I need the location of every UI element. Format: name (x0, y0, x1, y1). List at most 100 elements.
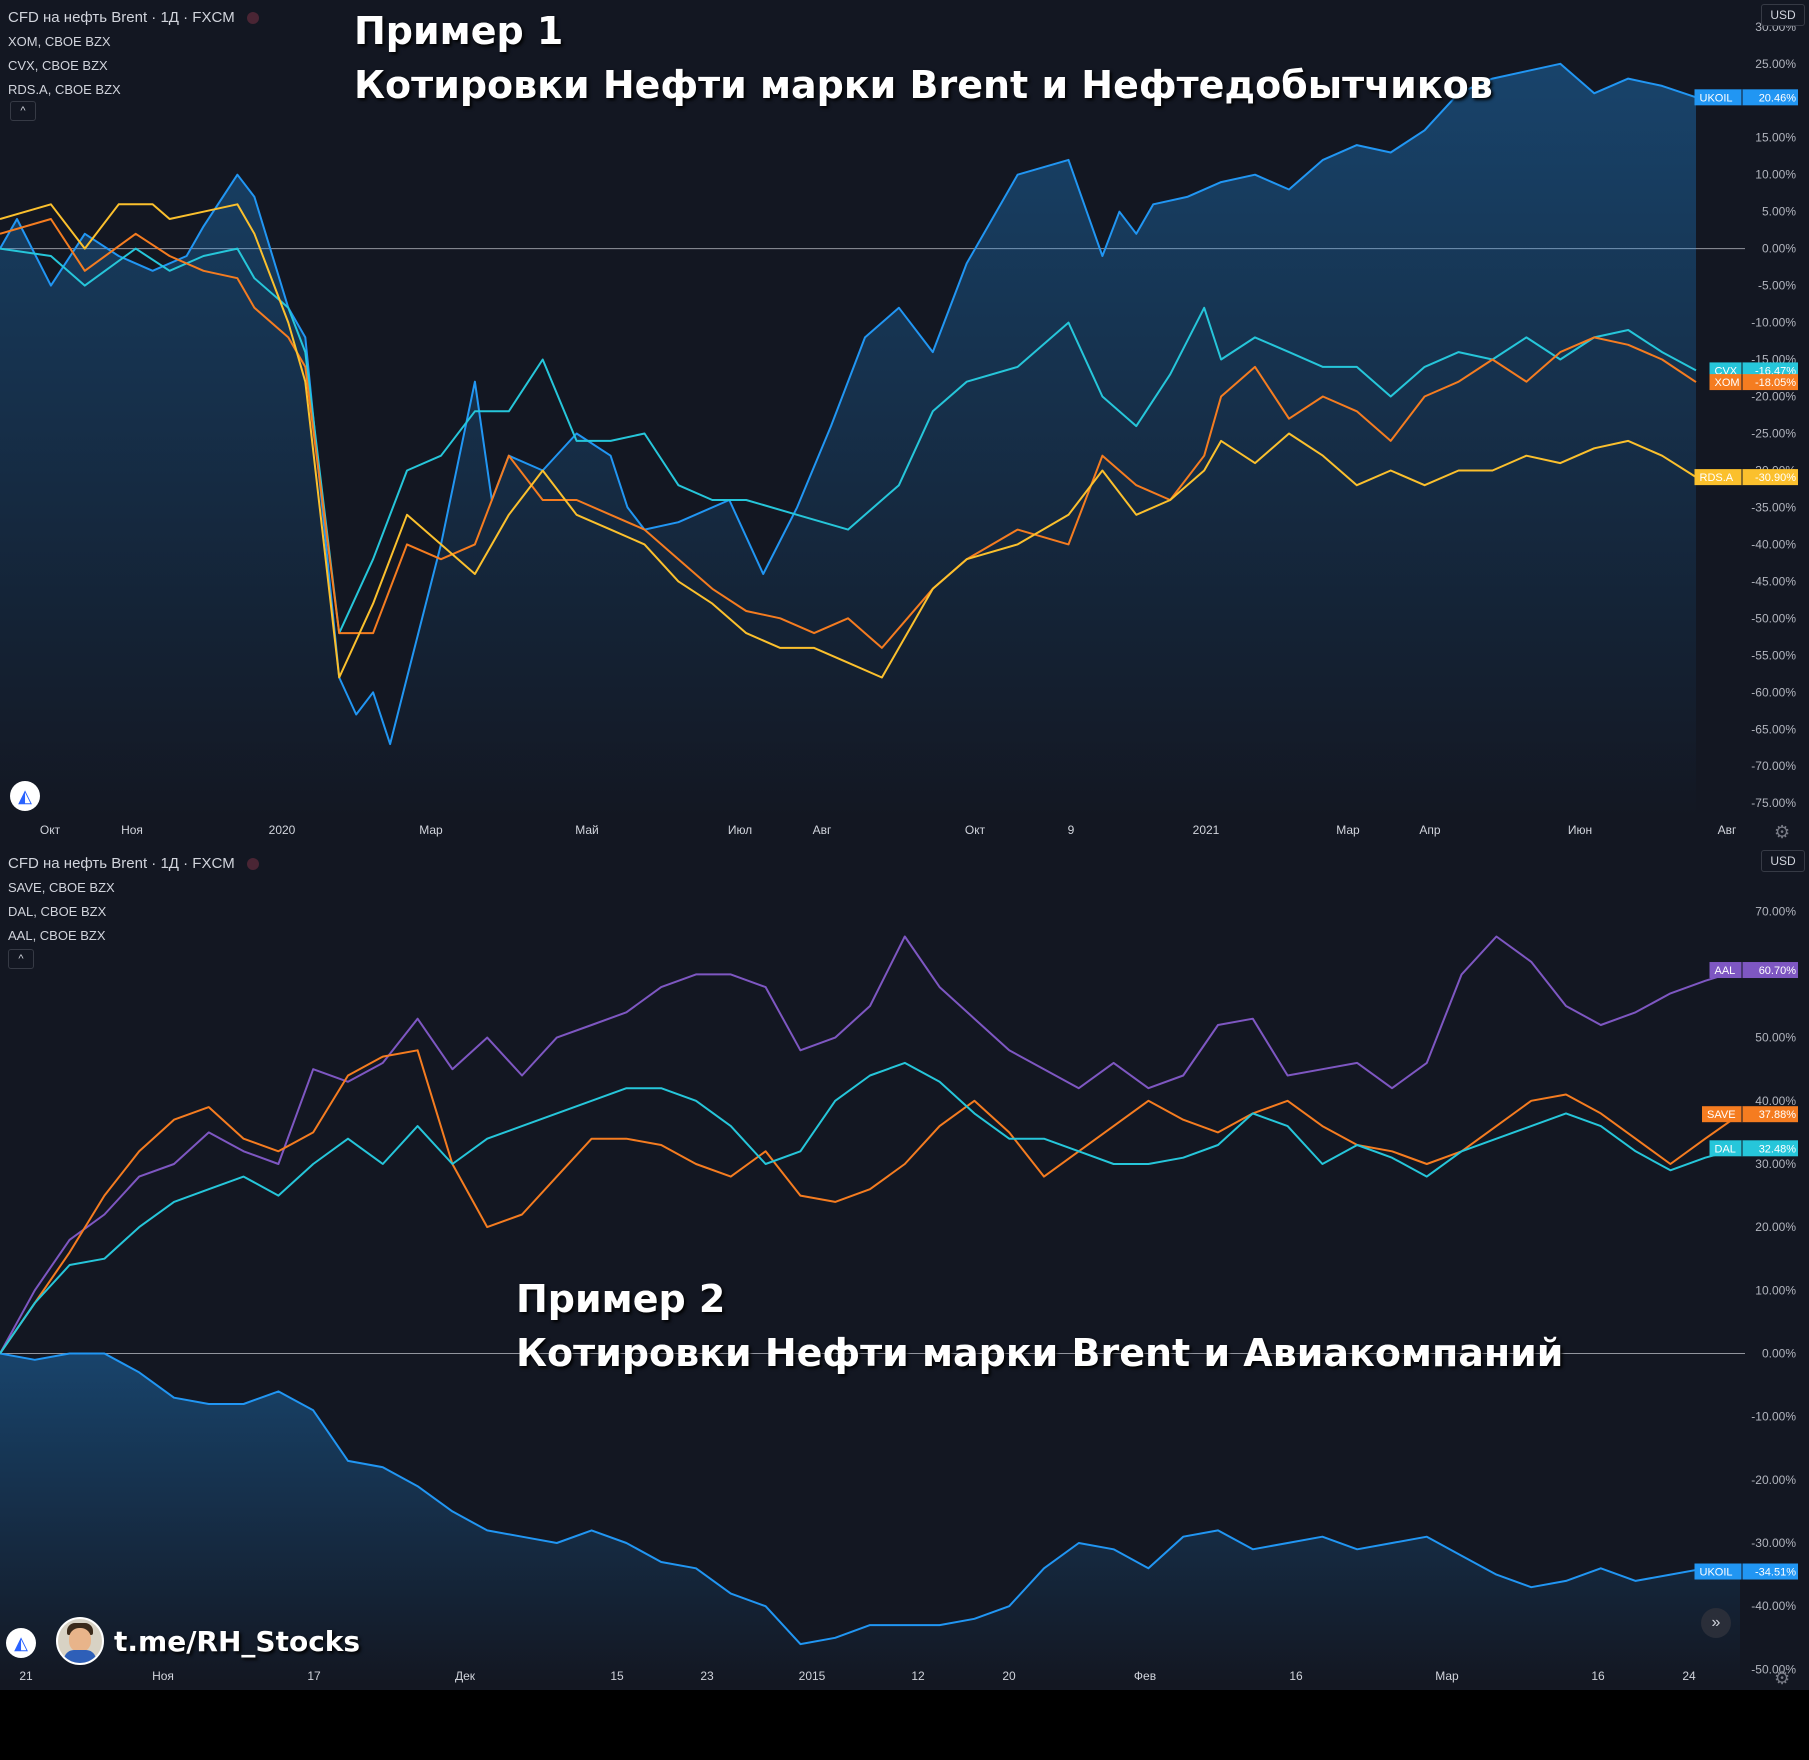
x-tick-label: 21 (19, 1669, 33, 1683)
y-tick-label: 25.00% (1755, 57, 1796, 71)
x-tick-label: 2021 (1193, 823, 1220, 837)
x-tick-label: Апр (1419, 823, 1441, 837)
y-tick-label: -50.00% (1751, 1662, 1796, 1676)
main-symbol-2[interactable]: CFD на нефть Brent · 1Д · FXCM (8, 855, 235, 872)
series-line-dal (0, 1061, 1741, 1355)
legend-collapse-button[interactable]: ^ (10, 101, 36, 121)
badge-last-value: -34.51% (1755, 1567, 1796, 1579)
y-tick-label: -10.00% (1751, 316, 1796, 330)
avatar (56, 1617, 104, 1665)
tradingview-logo-icon[interactable]: ◭ (6, 1628, 36, 1658)
last-value-badge-save: SAVE 37.88% (1702, 1106, 1798, 1123)
chart-title-2: Пример 2 Котировки Нефти марки Brent и А… (516, 1272, 1563, 1380)
y-tick-label: -25.00% (1751, 426, 1796, 440)
badge-series-name: DAL (1715, 1143, 1736, 1155)
x-tick-label: Мар (419, 823, 443, 837)
compare-symbol-rds[interactable]: RDS.A, CBOE BZX (8, 82, 121, 97)
legend-2: CFD на нефть Brent · 1Д · FXCM SAVE, CBO… (8, 852, 259, 948)
gear-icon[interactable]: ⚙ (1774, 1668, 1791, 1688)
y-tick-label: -65.00% (1751, 722, 1796, 736)
badge-series-name: SAVE (1707, 1109, 1736, 1121)
currency-button[interactable]: USD (1761, 4, 1805, 26)
series-line-rds-a (0, 203, 1697, 679)
y-tick-label: -5.00% (1758, 279, 1796, 293)
chart-2-svg: 70.00% 50.00% 40.00% 30.00% 20.00% 10.00% 0.00… (0, 904, 1798, 1683)
market-status-dot (246, 12, 259, 25)
series-line-cvx (0, 247, 1697, 635)
legend-collapse-button[interactable]: ^ (8, 949, 34, 969)
series-line-aal (0, 935, 1741, 1354)
badge-last-value: 60.70% (1759, 965, 1797, 977)
last-value-badge-dal: DAL 32.48% (1709, 1140, 1798, 1157)
chart-title-1-line2: Котировки Нефти марки Brent и Нефтедобыт… (354, 63, 1493, 107)
chart-title-2-line2: Котировки Нефти марки Brent и Авиакомпан… (516, 1331, 1564, 1375)
y-tick-label: 10.00% (1755, 168, 1796, 182)
compare-symbol-xom[interactable]: XOM, CBOE BZX (8, 34, 111, 49)
x-tick-label: Июл (728, 823, 752, 837)
badge-last-value: 32.48% (1759, 1143, 1797, 1155)
badge-last-value: 20.46% (1759, 92, 1797, 104)
chart-panel-2: 70.00% 50.00% 40.00% 30.00% 20.00% 10.00% 0.00… (0, 846, 1809, 1690)
y-tick-label: 20.00% (1755, 1220, 1796, 1234)
chart-title-1: Пример 1 Котировки Нефти марки Brent и Н… (354, 4, 1493, 112)
x-tick-label: Май (575, 823, 599, 837)
series-line-xom (0, 218, 1697, 649)
x-tick-label: 17 (307, 1669, 321, 1683)
x-tick-label: 15 (610, 1669, 624, 1683)
x-tick-label: Авг (1718, 823, 1737, 837)
gear-icon[interactable]: ⚙ (1774, 822, 1791, 842)
series-line-ukoil (0, 62, 1697, 746)
y-tick-label: 30.00% (1755, 1157, 1796, 1171)
watermark: t.me/RH_Stocks (56, 1617, 360, 1665)
y-tick-label: 0.00% (1762, 242, 1796, 256)
y-tick-label: -40.00% (1751, 1599, 1796, 1613)
y-tick-label: -20.00% (1751, 1473, 1796, 1487)
y-tick-label: 5.00% (1762, 205, 1796, 219)
chart-title-1-line1: Пример 1 (354, 9, 564, 53)
x-tick-label: Ноя (121, 823, 143, 837)
last-value-badge-xom: XOM -18.05% (1709, 374, 1798, 391)
y-tick-label: -20.00% (1751, 390, 1796, 404)
compare-symbol-dal[interactable]: DAL, CBOE BZX (8, 904, 107, 919)
x-tick-label: 2020 (269, 823, 296, 837)
x-tick-label: 24 (1682, 1669, 1696, 1683)
y-tick-label: -10.00% (1751, 1410, 1796, 1424)
badge-series-name: XOM (1715, 377, 1740, 389)
market-status-dot (246, 858, 259, 871)
chart-panel-1: 30.00%25.00%20.00%15.00%10.00%5.00%0.00%… (0, 0, 1809, 846)
compare-symbol-save[interactable]: SAVE, CBOE BZX (8, 880, 115, 895)
y-tick-label: -50.00% (1751, 611, 1796, 625)
badge-series-name: AAL (1715, 965, 1736, 977)
x-tick-label: Ноя (152, 1669, 174, 1683)
compare-symbol-cvx[interactable]: CVX, CBOE BZX (8, 58, 108, 73)
y-tick-label: -45.00% (1751, 574, 1796, 588)
y-tick-label: -55.00% (1751, 648, 1796, 662)
badge-last-value: -18.05% (1755, 377, 1796, 389)
y-tick-label: -40.00% (1751, 537, 1796, 551)
y-tick-label: 70.00% (1755, 904, 1796, 918)
x-tick-label: Дек (455, 1669, 476, 1683)
x-tick-label: Окт (40, 823, 61, 837)
x-tick-label: Мар (1435, 1669, 1459, 1683)
series-line-ukoil (0, 1352, 1741, 1646)
tradingview-logo-icon[interactable]: ◭ (10, 781, 40, 811)
y-tick-label: 15.00% (1755, 131, 1796, 145)
x-tick-label: Фев (1134, 1669, 1156, 1683)
last-value-badge-ukoil: UKOIL 20.46% (1694, 89, 1798, 106)
last-value-badge-ukoil: UKOIL -34.51% (1694, 1563, 1798, 1580)
badge-series-name: UKOIL (1700, 92, 1733, 104)
y-tick-label: 50.00% (1755, 1031, 1796, 1045)
watermark-text[interactable]: t.me/RH_Stocks (114, 1624, 361, 1658)
legend-1: CFD на нефть Brent · 1Д · FXCM XOM, CBOE… (8, 6, 259, 102)
y-tick-label: 10.00% (1755, 1283, 1796, 1297)
currency-button[interactable]: USD (1761, 850, 1805, 872)
last-value-badge-aal: AAL 60.70% (1709, 962, 1798, 979)
x-tick-label: 9 (1068, 823, 1075, 837)
badge-series-name: UKOIL (1700, 1567, 1733, 1579)
x-tick-label: Окт (965, 823, 986, 837)
badge-series-name: RDS.A (1700, 472, 1734, 484)
scroll-to-realtime-button[interactable]: » (1701, 1608, 1731, 1638)
series-area-ukoil (0, 63, 1696, 819)
compare-symbol-aal[interactable]: AAL, CBOE BZX (8, 928, 106, 943)
main-symbol-1[interactable]: CFD на нефть Brent · 1Д · FXCM (8, 9, 235, 26)
